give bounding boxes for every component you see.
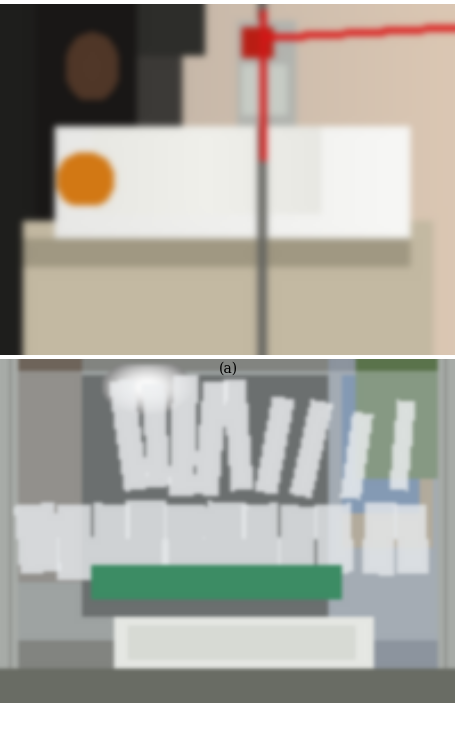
Text: (a): (a) — [218, 362, 237, 376]
